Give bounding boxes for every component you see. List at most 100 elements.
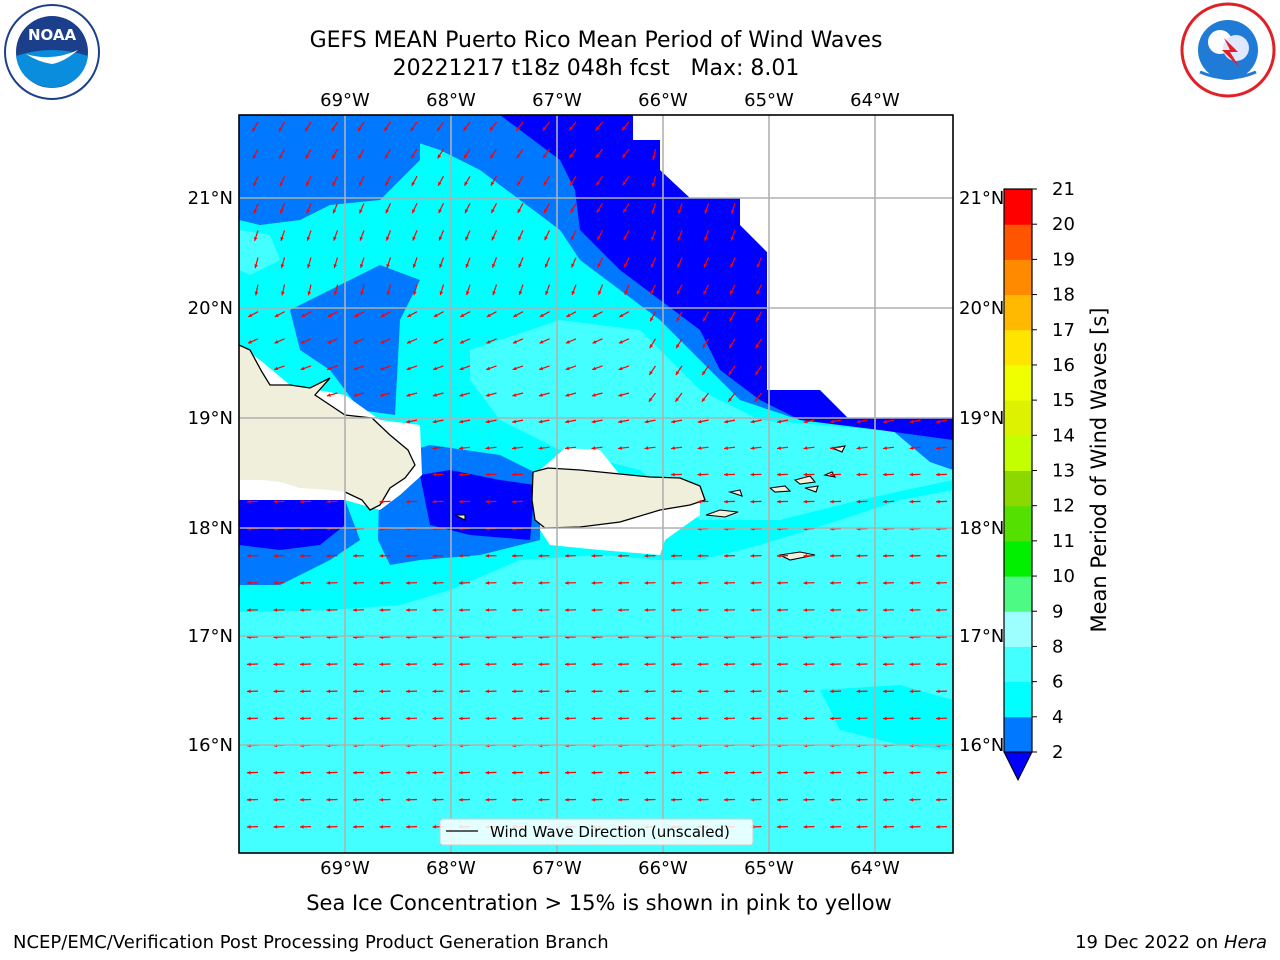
wind-wave-arrowhead [406,797,410,802]
wind-wave-arrowhead [936,797,940,802]
wind-wave-arrowhead [591,554,596,558]
wind-wave-arrowhead [353,797,357,802]
colorbar-tick-label: 17 [1052,320,1075,341]
wind-wave-arrowhead [437,127,441,131]
wind-wave-arrowhead [803,662,808,667]
wind-wave-arrowhead [650,290,654,295]
colorbar-band [1004,259,1032,296]
wind-wave-arrowhead [273,689,278,694]
wind-wave-arrowhead [332,209,337,214]
wind-wave-arrowhead [724,608,728,612]
wind-wave-arrowhead [856,472,861,477]
wind-wave-arrowhead [407,313,412,317]
wind-wave-arrowhead [432,419,437,424]
wind-wave-arrowhead [936,554,940,558]
wind-wave-arrowhead [538,554,543,558]
wind-wave-arrowhead [412,236,416,241]
wind-wave-arrowhead [618,770,622,775]
wind-wave-arrowhead [724,770,728,775]
wind-wave-arrowhead [750,608,755,612]
longitude-label-bottom: 68°W [426,858,476,879]
colorbar-tick-label: 15 [1052,390,1075,411]
wind-wave-arrowhead [750,419,755,424]
wind-wave-arrowhead [671,797,675,802]
wind-wave-arrowhead [253,154,257,159]
wind-wave-arrowhead [300,608,304,612]
wind-wave-arrowhead [459,662,463,667]
wind-wave-arrowhead [437,154,442,159]
wind-wave-arrowhead [459,393,464,397]
wind-wave-arrowhead [677,236,682,241]
wind-wave-arrowhead [273,554,278,558]
wind-wave-arrowhead [538,446,543,450]
wind-wave-arrowhead [591,689,596,694]
wind-wave-arrowhead [459,366,464,371]
wind-wave-arrowhead [406,499,410,504]
wind-wave-arrowhead [644,581,649,585]
wind-wave-arrowhead [465,236,469,241]
map-title-line2: 20221217 t18z 048h fcst Max: 8.01 [392,56,800,81]
wind-wave-arrowhead [411,181,416,186]
latitude-label-right: 19°N [959,408,1004,429]
wind-wave-arrowhead [326,393,331,397]
wind-wave-arrowhead [936,581,940,585]
wind-wave-arrowhead [380,340,385,344]
wind-wave-arrowhead [406,716,410,721]
wind-wave-arrowhead [327,340,332,344]
wind-wave-arrowhead [649,344,654,349]
wind-wave-arrowhead [433,340,438,344]
wind-wave-arrowhead [883,419,888,424]
wind-wave-arrowhead [247,499,251,504]
wind-wave-arrowhead [883,581,887,585]
wind-wave-arrowhead [622,153,626,158]
coast-puerto-rico [531,467,706,529]
wind-wave-arrowhead [280,236,284,241]
wind-wave-arrowhead [909,797,914,802]
wind-wave-arrowhead [512,689,516,694]
wind-wave-arrowhead [326,499,331,504]
wind-wave-arrowhead [432,608,437,612]
wind-wave-arrowhead [406,393,411,397]
wind-wave-arrowhead [359,182,363,187]
wind-wave-arrowhead [432,554,437,558]
wind-wave-arrowhead [618,608,622,612]
wind-wave-arrowhead [697,716,702,721]
colorbar-band [1004,189,1032,225]
wind-wave-arrowhead [803,499,808,504]
wind-wave-arrowhead [326,797,331,802]
wind-wave-arrowhead [485,419,490,424]
wind-wave-arrowhead [439,291,444,296]
wind-wave-arrowhead [591,446,596,450]
map-title-line1: GEFS MEAN Puerto Rico Mean Period of Win… [309,28,883,53]
wind-wave-arrowhead [777,554,781,558]
wind-wave-arrowhead [777,608,781,612]
wind-wave-arrowhead [569,126,573,131]
wind-wave-arrowhead [406,554,410,558]
wind-wave-arrowhead [909,419,914,424]
wind-wave-arrowhead [883,554,887,558]
wind-wave-arrowhead [830,825,834,829]
wind-wave-arrowhead [512,581,516,585]
wind-wave-arrowhead [830,797,834,802]
colorbar-tick-label: 12 [1052,496,1075,517]
small-island [793,475,817,485]
wind-wave-arrowhead [491,209,495,214]
wind-wave-arrowhead [571,263,575,268]
colorbar-title: Mean Period of Wind Waves [s] [1087,308,1111,633]
wind-wave-arrowhead [777,797,781,802]
wind-wave-arrowhead [512,472,516,477]
wind-wave-arrowhead [909,608,914,612]
wind-wave-arrowhead [697,662,702,667]
wind-wave-arrowhead [247,689,251,694]
wind-wave-arrowhead [274,366,279,371]
wind-wave-arrowhead [750,689,755,694]
land-puerto-rico [532,468,705,528]
wind-wave-arrowhead [750,472,755,477]
wind-wave-arrowhead [247,797,251,802]
wind-wave-arrowhead [729,344,733,349]
wind-wave-arrowhead [724,446,728,450]
wind-wave-arrowhead [305,154,310,159]
colorbar-band [1004,576,1032,612]
colorbar-band [1004,364,1032,401]
wind-wave-arrowhead [459,689,463,694]
